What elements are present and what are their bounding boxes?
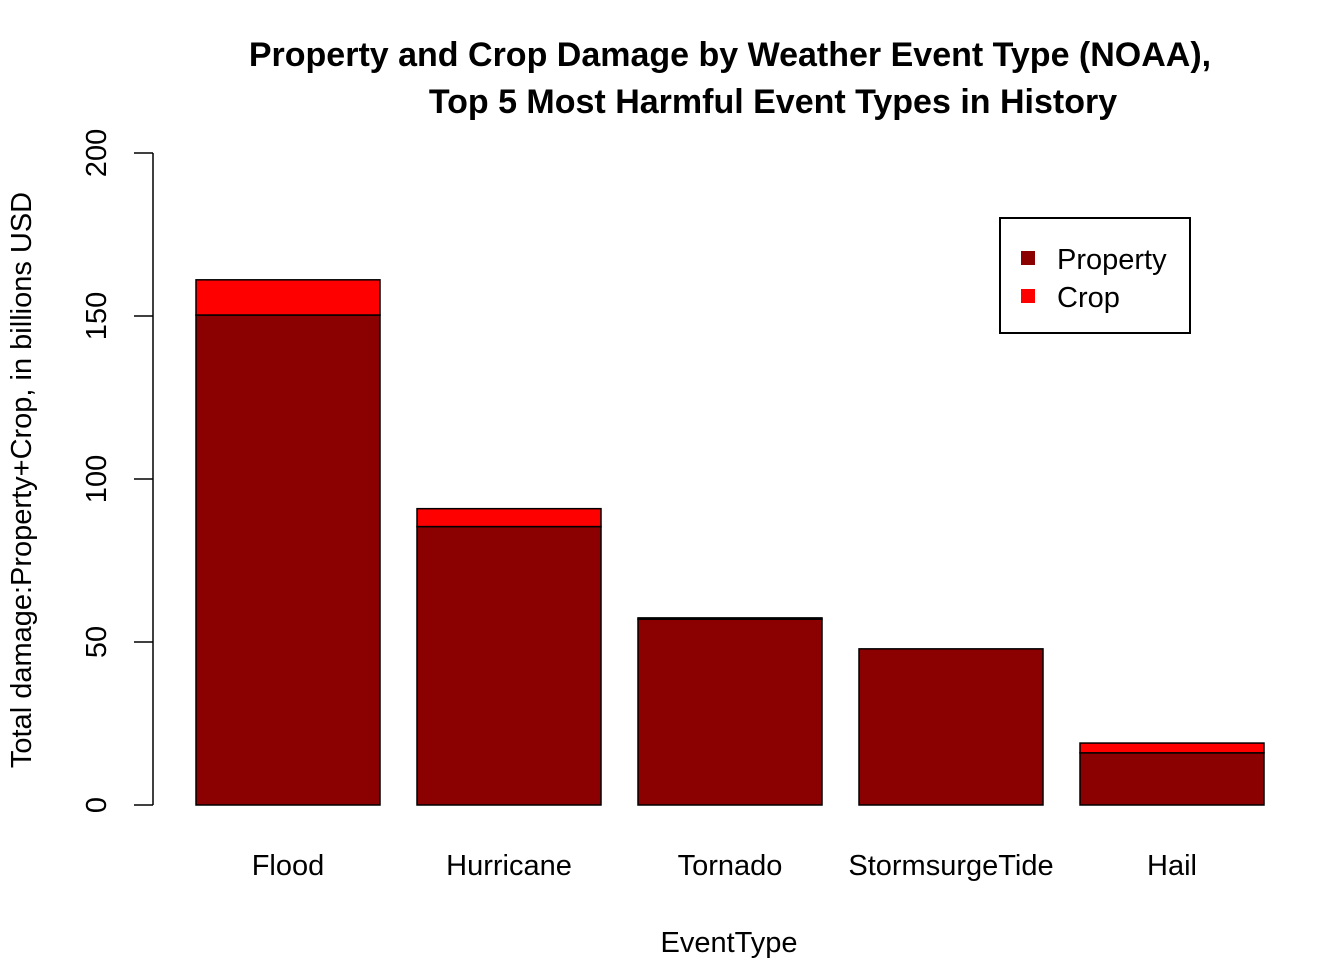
bar-flood-crop xyxy=(195,279,381,316)
y-tick-label: 50 xyxy=(81,626,113,658)
bar-tornado-crop xyxy=(637,617,823,620)
bar-hail-property xyxy=(1079,752,1265,806)
x-tick-labels: Flood Hurricane Tornado StormsurgeTide Hail xyxy=(252,850,1197,882)
legend-label-crop: Crop xyxy=(1057,282,1120,314)
bar-stormsurgetide-property xyxy=(858,648,1044,806)
chart-title: Property and Crop Damage by Weather Even… xyxy=(249,36,1211,74)
legend-box xyxy=(999,217,1191,334)
bar-flood-property xyxy=(195,314,381,806)
y-tick-label: 200 xyxy=(81,129,113,177)
legend-swatch-property xyxy=(1021,251,1035,265)
y-tick-label: 0 xyxy=(81,797,113,813)
bar-tornado-property xyxy=(637,618,823,806)
y-axis-label: Total damage:Property+Crop, in billions … xyxy=(6,192,38,768)
y-tick-label: 100 xyxy=(81,455,113,503)
bar-hurricane-crop xyxy=(416,507,602,528)
x-tick-label: Hurricane xyxy=(446,850,572,882)
x-tick-label: Flood xyxy=(252,850,325,882)
x-tick-label: StormsurgeTide xyxy=(848,850,1053,882)
x-tick-label: Hail xyxy=(1147,850,1197,882)
chart-subtitle: Top 5 Most Harmful Event Types in Histor… xyxy=(429,83,1117,121)
y-axis: 0 50 100 150 200 xyxy=(81,129,154,813)
x-axis-label: EventType xyxy=(660,927,797,959)
bar-hail-crop xyxy=(1079,742,1265,754)
x-tick-label: Tornado xyxy=(678,850,783,882)
y-tick-label: 150 xyxy=(81,292,113,340)
legend-label-property: Property xyxy=(1057,244,1167,276)
legend-swatch-crop xyxy=(1021,289,1035,303)
bar-hurricane-property xyxy=(416,525,602,806)
legend: Property Crop xyxy=(999,217,1191,334)
bars-group xyxy=(195,279,1265,806)
